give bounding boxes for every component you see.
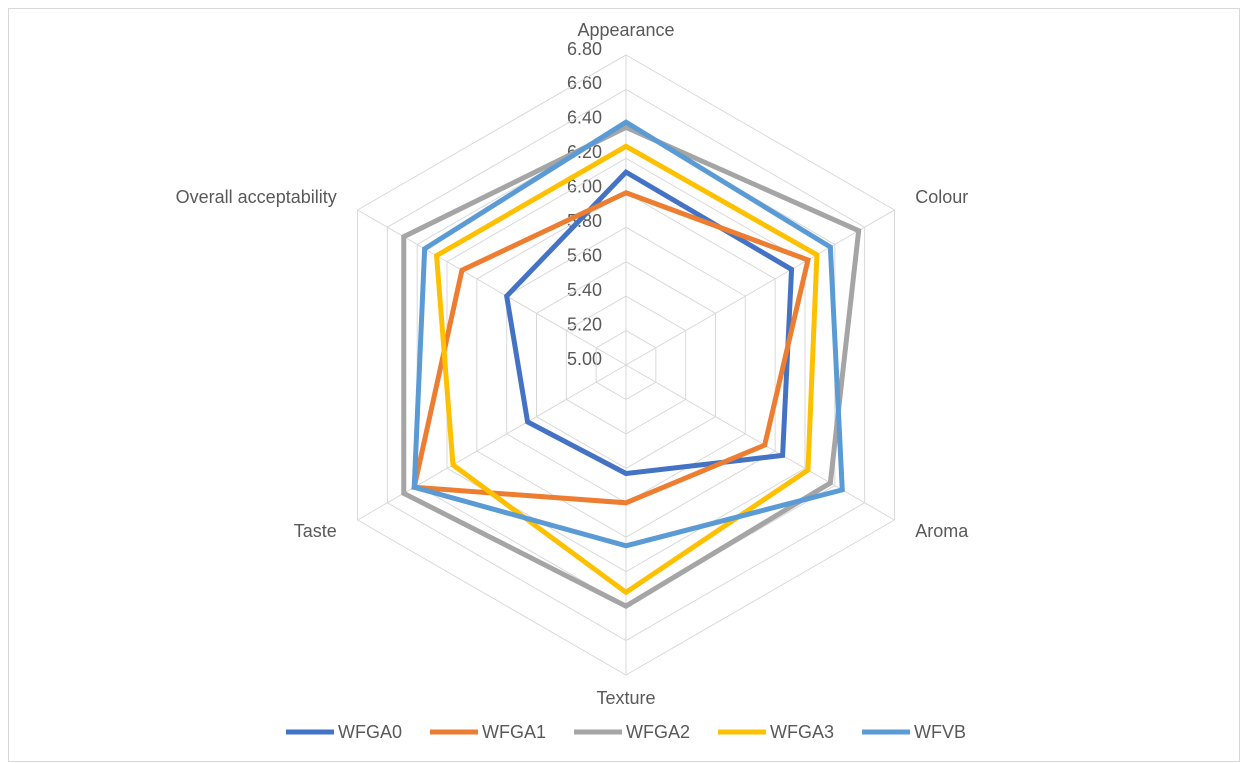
- r-tick-label: 6.00: [567, 177, 602, 197]
- series-line: [411, 119, 845, 549]
- category-label: Colour: [915, 187, 968, 207]
- series-line: [433, 143, 820, 596]
- r-tick-label: 6.20: [567, 142, 602, 162]
- legend-label: WFGA1: [482, 722, 546, 742]
- spoke: [625, 364, 895, 521]
- category-label: Aroma: [915, 521, 969, 541]
- r-tick-label: 5.20: [567, 314, 602, 334]
- spoke: [625, 209, 895, 366]
- category-label: Texture: [596, 688, 655, 708]
- r-tick-label: 6.80: [567, 39, 602, 59]
- series-line: [504, 168, 795, 477]
- r-tick-label: 5.40: [567, 280, 602, 300]
- legend-label: WFVB: [914, 722, 966, 742]
- legend-label: WFGA3: [770, 722, 834, 742]
- category-label: Appearance: [577, 20, 674, 40]
- category-label: Overall acceptability: [176, 187, 337, 207]
- chart-frame: [8, 8, 1240, 762]
- r-tick-label: 5.00: [567, 349, 602, 369]
- r-tick-label: 6.60: [567, 73, 602, 93]
- legend-label: WFGA0: [338, 722, 402, 742]
- series-line: [411, 190, 811, 506]
- series-line: [401, 124, 862, 609]
- r-tick-label: 5.60: [567, 245, 602, 265]
- category-label: Taste: [294, 521, 337, 541]
- legend-label: WFGA2: [626, 722, 690, 742]
- r-tick-label: 6.40: [567, 108, 602, 128]
